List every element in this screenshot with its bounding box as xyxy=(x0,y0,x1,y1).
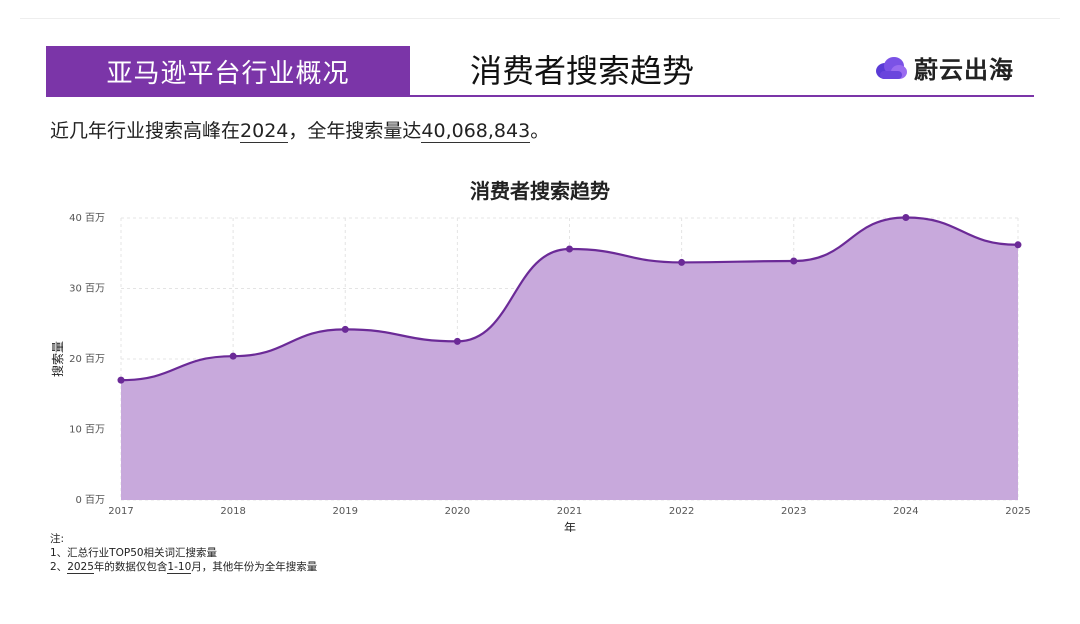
data-point[interactable] xyxy=(1014,241,1022,249)
y-tick-label: 20 百万 xyxy=(69,353,105,365)
area-layer xyxy=(117,214,1022,500)
summary-peak-value: 40,068,843 xyxy=(421,120,531,143)
x-tick-label: 2018 xyxy=(220,506,245,517)
y-tick-label: 10 百万 xyxy=(69,424,105,436)
summary-text: 近几年行业搜索高峰在2024，全年搜索量达40,068,843。 xyxy=(50,116,549,143)
note-2-year: 2025 xyxy=(67,561,94,574)
x-tick-label: 2025 xyxy=(1005,506,1030,517)
x-tick-label: 2021 xyxy=(557,506,582,517)
data-point[interactable] xyxy=(902,214,910,222)
x-tick-label: 2019 xyxy=(333,506,358,517)
note-line-2: 2、2025年的数据仅包含1-10月，其他年份为全年搜索量 xyxy=(50,560,317,574)
data-point[interactable] xyxy=(341,325,349,333)
logo-text: 蔚云出海 xyxy=(914,56,1014,84)
top-rule xyxy=(20,18,1060,19)
note-line-1: 1、汇总行业TOP50相关词汇搜索量 xyxy=(50,547,218,559)
data-point[interactable] xyxy=(229,352,237,360)
x-tick-label: 2024 xyxy=(893,506,918,517)
summary-suffix: 。 xyxy=(530,120,550,142)
x-axis-title: 年 xyxy=(564,521,576,532)
y-tick-label: 30 百万 xyxy=(69,283,105,295)
y-tick-label: 40 百万 xyxy=(69,212,105,224)
x-tick-label: 2017 xyxy=(108,506,133,517)
summary-middle: ，全年搜索量达 xyxy=(288,120,422,142)
chart-title: 消费者搜索趋势 xyxy=(470,179,610,203)
summary-peak-year: 2024 xyxy=(240,120,289,143)
note-2-months: 1-10 xyxy=(167,561,192,574)
note-2-mid: 年的数据仅包含 xyxy=(93,561,168,573)
data-point[interactable] xyxy=(678,258,686,266)
logo: 蔚云出海 xyxy=(874,50,1014,85)
series-line xyxy=(120,216,1019,382)
x-tick-label: 2022 xyxy=(669,506,694,517)
data-point[interactable] xyxy=(453,337,461,345)
area-fill xyxy=(121,217,1018,500)
summary-prefix: 近几年行业搜索高峰在 xyxy=(50,120,241,142)
tick-layer: 0 百万 10 百万 20 百万 30 百万 40 百万 2017 2018 2019 2020… xyxy=(69,212,1031,517)
page-title: 消费者搜索趋势 xyxy=(470,52,695,90)
x-tick-label: 2023 xyxy=(781,506,806,517)
data-point[interactable] xyxy=(566,245,573,253)
data-point[interactable] xyxy=(790,257,798,265)
notes-heading: 注: xyxy=(50,533,65,545)
note-2-prefix: 2、 xyxy=(50,561,68,573)
y-tick-label: 0 百万 xyxy=(75,494,105,506)
section-title: 亚马逊平台行业概况 xyxy=(46,46,410,96)
note-2-suffix: 月，其他年份为全年搜索量 xyxy=(191,561,318,573)
y-axis-title: 搜索量 xyxy=(50,341,65,377)
search-trend-chart: 消费者搜索趋势 0 百万 10 百万 20 百万 30 百万 40 百万 2017 2018… xyxy=(50,179,1031,532)
cloud-logo-icon xyxy=(876,56,907,79)
header-divider xyxy=(46,95,1034,97)
data-point[interactable] xyxy=(117,376,125,384)
x-tick-label: 2020 xyxy=(445,506,470,517)
notes: 注: 1、汇总行业TOP50相关词汇搜索量 2、2025年的数据仅包含1-10月… xyxy=(50,532,317,574)
